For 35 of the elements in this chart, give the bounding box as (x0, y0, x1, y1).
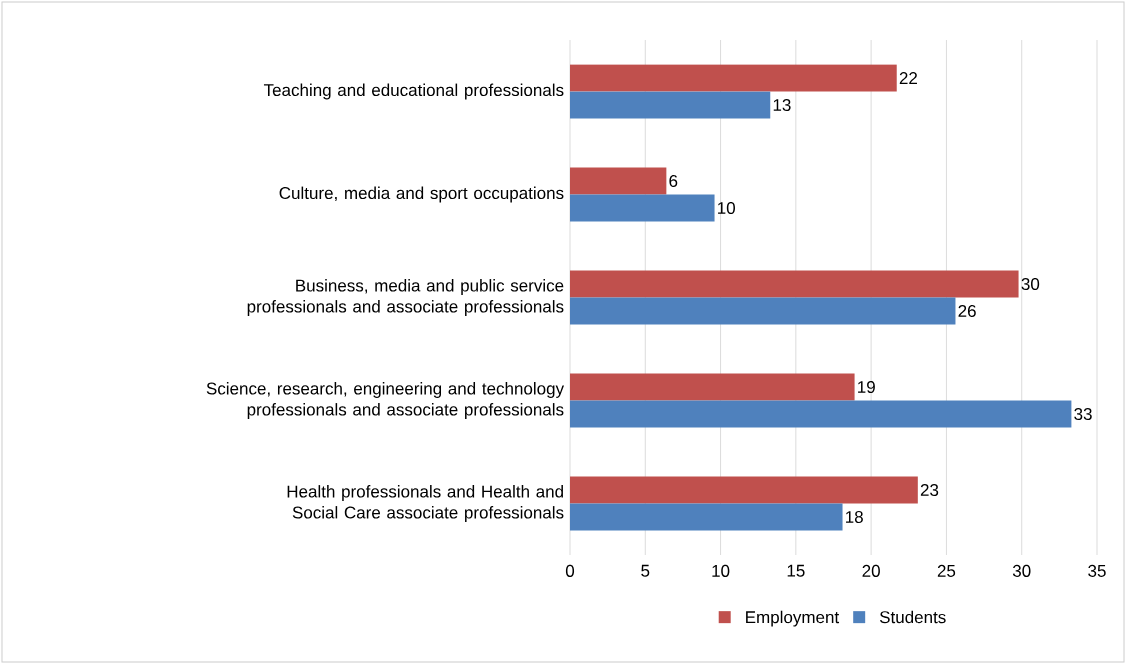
y-tick-label: Teaching and educational professionals (263, 83, 564, 100)
x-tick-label: 0 (565, 564, 575, 577)
data-label: 33 (1074, 407, 1092, 421)
bar (569, 91, 771, 119)
bar (569, 64, 897, 92)
x-tick-label: 25 (937, 564, 956, 577)
x-tick-label: 10 (712, 564, 730, 577)
bar (569, 270, 1019, 298)
bar (569, 297, 956, 325)
data-label: 13 (773, 98, 791, 112)
data-label: 22 (899, 72, 917, 84)
bar (569, 194, 715, 222)
data-label: 6 (669, 174, 678, 188)
bar (569, 476, 918, 504)
bar (569, 167, 667, 195)
x-tick-label: 20 (862, 564, 880, 577)
x-tick-label: 35 (1088, 564, 1106, 577)
data-label: 10 (718, 201, 735, 215)
legend-label: Students (879, 610, 946, 624)
y-tick-label: Science, research, engineering and technology professionals and associate professionals (206, 382, 565, 419)
data-label: 23 (920, 483, 939, 497)
bar (569, 373, 855, 401)
data-label: 30 (1021, 277, 1040, 291)
bar (569, 400, 1072, 428)
data-label: 18 (846, 510, 863, 524)
data-label: 26 (958, 304, 976, 318)
y-tick-label: Business, media and public service professionals and associate professionals (247, 279, 564, 316)
legend-label: Employment (746, 610, 840, 627)
y-tick-label: Health professionals and Health and Social Care associate professionals (287, 485, 564, 522)
y-tick-label: Culture, media and sport occupations (279, 186, 564, 203)
x-tick-label: 5 (641, 564, 650, 577)
bar (569, 503, 843, 531)
data-label: 19 (858, 380, 875, 394)
x-tick-label: 30 (1012, 564, 1031, 577)
x-tick-label: 15 (787, 564, 805, 577)
